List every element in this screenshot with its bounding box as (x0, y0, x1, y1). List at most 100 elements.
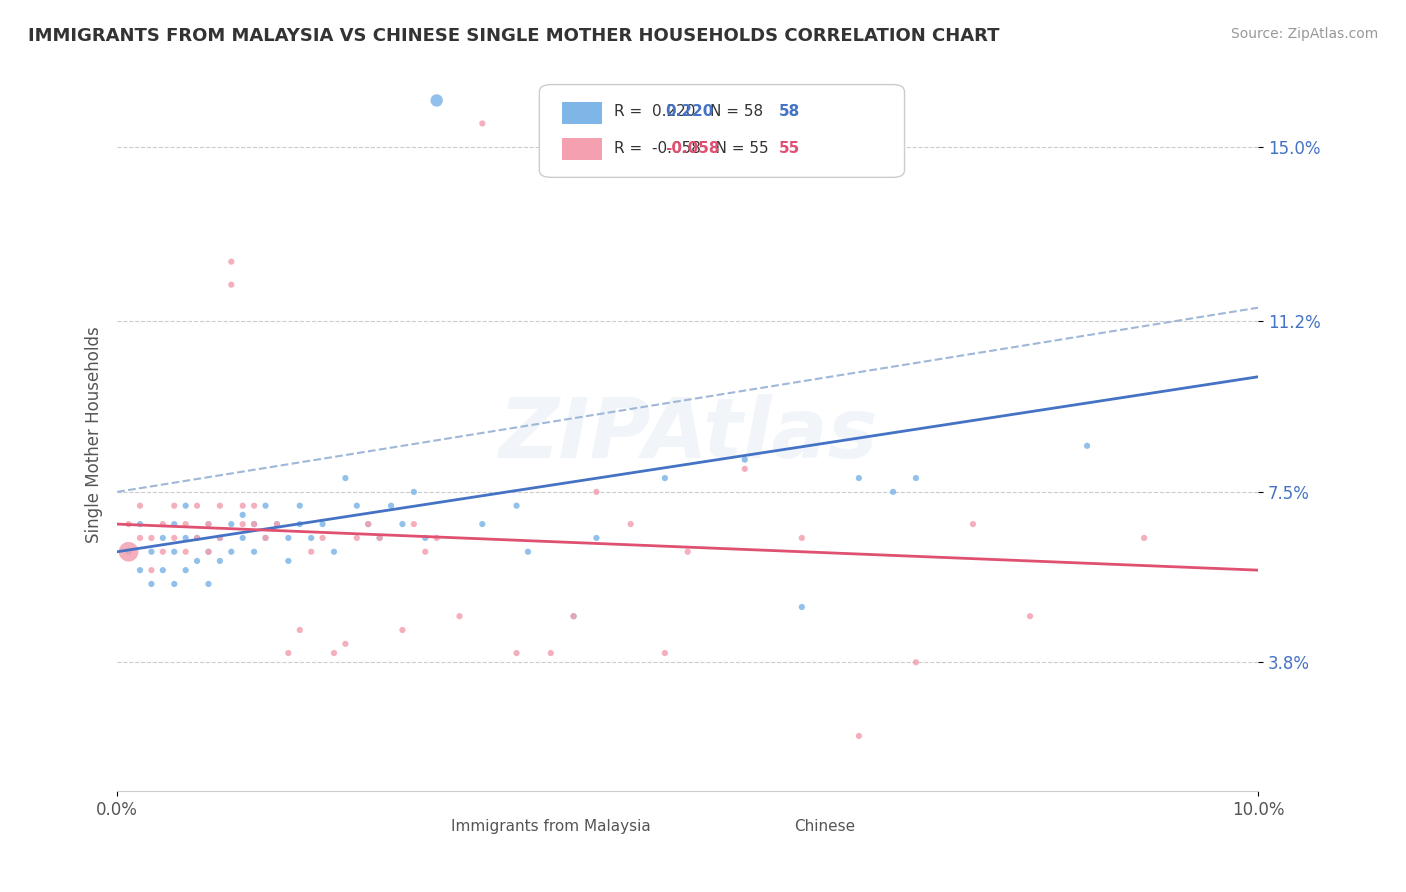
Point (208, 499, 231, 513)
Point (734, 462, 756, 476)
Point (790, 531, 813, 545)
Point (174, 531, 197, 545)
Point (904, 471, 927, 485)
Point (152, 517, 174, 532)
Point (288, 517, 311, 532)
Point (254, 531, 277, 545)
Point (243, 517, 266, 532)
Point (277, 646, 299, 660)
Point (232, 508, 254, 522)
Bar (562, 103, 602, 124)
Point (174, 517, 197, 532)
Point (471, 517, 494, 532)
Point (221, 254, 243, 268)
Point (141, 577, 163, 591)
Y-axis label: Single Mother Households: Single Mother Households (86, 326, 103, 542)
Point (346, 531, 368, 545)
Point (152, 563, 174, 577)
Point (152, 531, 174, 545)
Point (585, 531, 607, 545)
Point (1133, 531, 1156, 545)
Point (882, 484, 904, 499)
Point (402, 517, 425, 532)
Point (152, 545, 174, 559)
Point (174, 545, 197, 559)
Text: R =  0.220   N = 58: R = 0.220 N = 58 (613, 104, 762, 120)
Point (163, 545, 186, 559)
Point (620, 517, 643, 532)
Text: ZIPAtlas: ZIPAtlas (498, 393, 877, 475)
Point (197, 545, 219, 559)
Point (357, 517, 380, 532)
Point (562, 609, 585, 624)
Text: 55: 55 (779, 141, 800, 156)
Point (323, 545, 346, 559)
Text: R =  -0.058   N = 55: R = -0.058 N = 55 (613, 141, 768, 156)
Point (391, 517, 413, 532)
Text: -0.058: -0.058 (665, 141, 720, 156)
Point (426, 531, 449, 545)
Text: Chinese: Chinese (794, 819, 855, 834)
Point (163, 517, 186, 532)
Point (141, 563, 163, 577)
Point (848, 471, 870, 485)
Point (266, 517, 288, 532)
Point (311, 531, 333, 545)
Point (585, 484, 607, 499)
Text: IMMIGRANTS FROM MALAYSIA VS CHINESE SINGLE MOTHER HOUSEHOLDS CORRELATION CHART: IMMIGRANTS FROM MALAYSIA VS CHINESE SING… (28, 27, 1000, 45)
Point (413, 531, 436, 545)
Point (676, 545, 699, 559)
Point (174, 563, 197, 577)
Point (129, 563, 152, 577)
Point (277, 554, 299, 568)
Point (232, 517, 254, 532)
Point (848, 729, 870, 743)
Point (904, 655, 927, 669)
Point (288, 623, 311, 637)
Point (221, 277, 243, 292)
Point (221, 517, 243, 532)
Point (129, 517, 152, 532)
Point (368, 531, 391, 545)
Point (197, 517, 219, 532)
Point (163, 577, 186, 591)
Point (163, 499, 186, 513)
Point (208, 554, 231, 568)
Text: 0.220: 0.220 (665, 104, 713, 120)
Point (1019, 609, 1042, 624)
Bar (413, 829, 443, 845)
Point (402, 484, 425, 499)
Point (790, 599, 813, 614)
Point (299, 531, 322, 545)
Point (232, 499, 254, 513)
Point (368, 531, 391, 545)
Point (380, 499, 402, 513)
Point (129, 531, 152, 545)
Point (562, 609, 585, 624)
Point (391, 623, 413, 637)
Point (288, 499, 311, 513)
Point (1076, 439, 1098, 453)
Point (243, 499, 266, 513)
Text: Immigrants from Malaysia: Immigrants from Malaysia (451, 819, 651, 834)
Text: 58: 58 (779, 104, 800, 120)
Point (186, 531, 208, 545)
Point (413, 545, 436, 559)
Point (335, 637, 357, 651)
Point (323, 646, 346, 660)
Point (540, 646, 562, 660)
Point (163, 531, 186, 545)
Point (197, 545, 219, 559)
Point (254, 531, 277, 545)
Point (186, 531, 208, 545)
Point (208, 531, 231, 545)
Point (141, 531, 163, 545)
Bar (734, 829, 762, 845)
Point (471, 116, 494, 130)
Point (129, 499, 152, 513)
Point (197, 517, 219, 532)
Point (734, 452, 756, 467)
Point (243, 545, 266, 559)
Point (117, 517, 139, 532)
Point (208, 531, 231, 545)
